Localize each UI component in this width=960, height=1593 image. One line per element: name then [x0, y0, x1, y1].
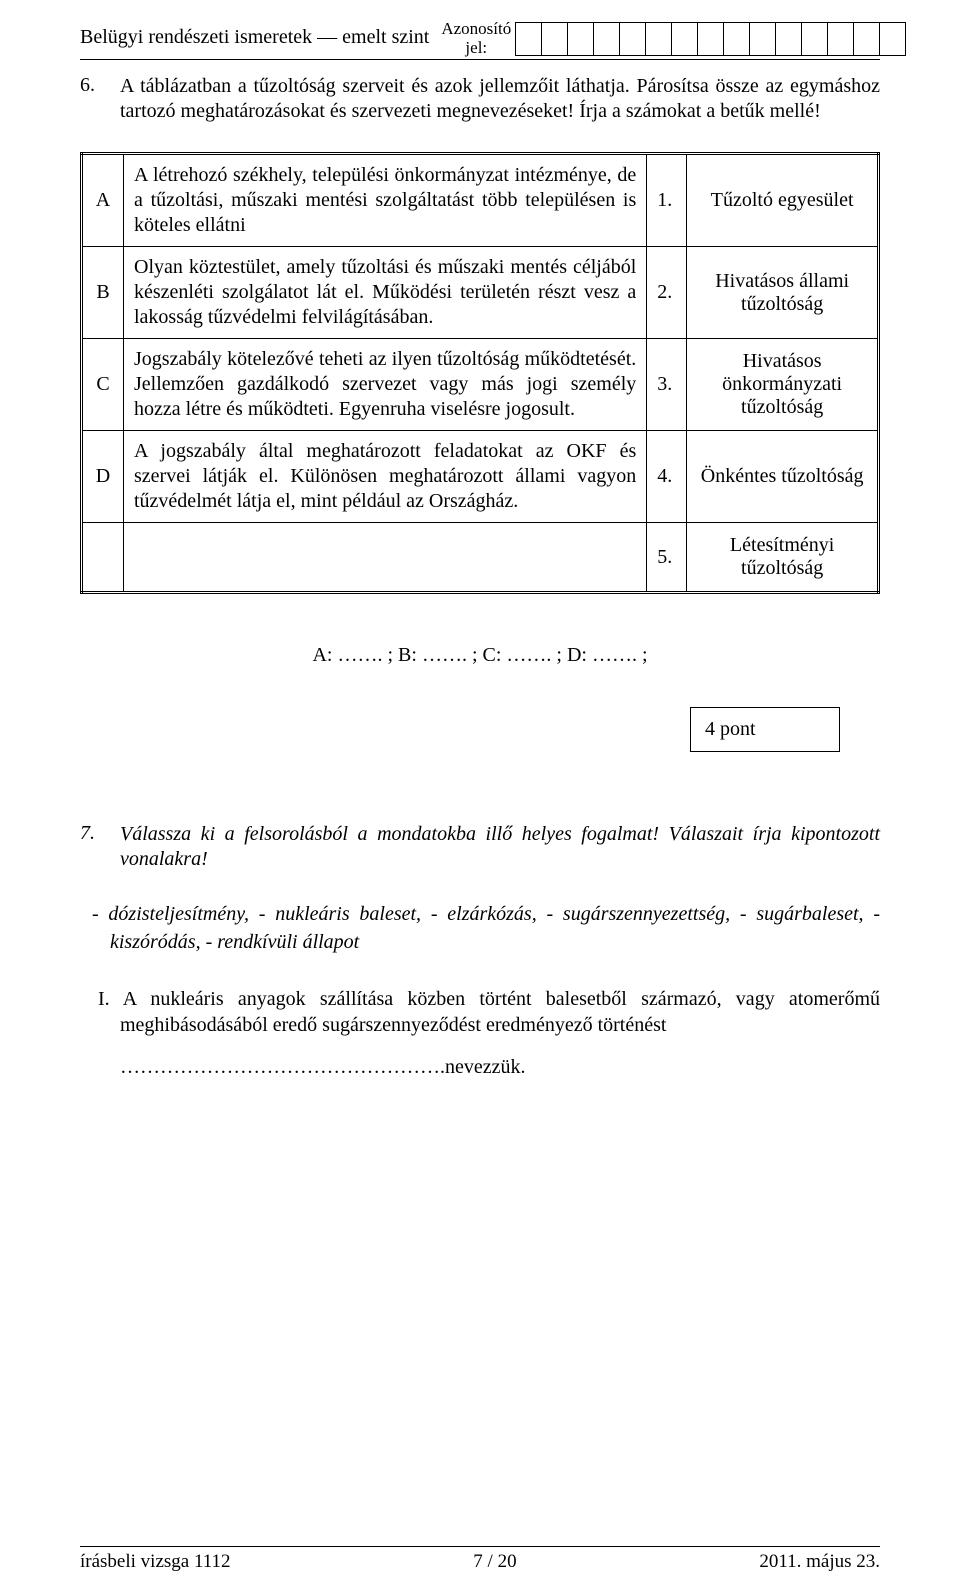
- table-row: D A jogszabály által meghatározott felad…: [82, 431, 879, 523]
- id-cell[interactable]: [697, 22, 724, 56]
- question-number: 6.: [80, 74, 120, 124]
- table-row: A A létrehozó székhely, települési önkor…: [82, 154, 879, 247]
- row-number: 1.: [647, 154, 687, 247]
- id-block: Azonosítójel:: [441, 20, 906, 57]
- sub-question-i: I. A nukleáris anyagok szállítása közben…: [80, 986, 880, 1038]
- id-cell[interactable]: [879, 22, 906, 56]
- subject-title: Belügyi rendészeti ismeretek — emelt szi…: [80, 20, 429, 49]
- row-number: 5.: [647, 523, 687, 593]
- id-cell[interactable]: [723, 22, 750, 56]
- id-label: Azonosítójel:: [441, 20, 515, 57]
- row-letter: [82, 523, 124, 593]
- footer-center: 7 / 20: [473, 1551, 516, 1573]
- row-letter: D: [82, 431, 124, 523]
- id-cell[interactable]: [593, 22, 620, 56]
- question-text: A táblázatban a tűzoltóság szerveit és a…: [120, 74, 880, 124]
- id-cell[interactable]: [749, 22, 776, 56]
- row-name: Hivatásos önkormányzati tűzoltóság: [687, 339, 879, 431]
- page-header: Belügyi rendészeti ismeretek — emelt szi…: [80, 20, 880, 60]
- row-description: A jogszabály által meghatározott feladat…: [124, 431, 647, 523]
- row-letter: B: [82, 247, 124, 339]
- id-cell[interactable]: [619, 22, 646, 56]
- id-cell[interactable]: [515, 22, 542, 56]
- options-list: - dózisteljesítmény, - nukleáris baleset…: [80, 900, 880, 956]
- question-7: 7. Válassza ki a felsorolásból a mondato…: [80, 822, 880, 872]
- question-text: Válassza ki a felsorolásból a mondatokba…: [120, 822, 880, 872]
- row-letter: C: [82, 339, 124, 431]
- id-cell[interactable]: [853, 22, 880, 56]
- table-row: 5. Létesítményi tűzoltóság: [82, 523, 879, 593]
- answer-line: A: ……. ; B: ……. ; C: ……. ; D: ……. ;: [80, 644, 880, 667]
- row-description: A létrehozó székhely, települési önkormá…: [124, 154, 647, 247]
- row-description: Olyan köztestület, amely tűzoltási és mű…: [124, 247, 647, 339]
- row-name: Tűzoltó egyesület: [687, 154, 879, 247]
- id-cell[interactable]: [541, 22, 568, 56]
- page-footer: írásbeli vizsga 1112 7 / 20 2011. május …: [80, 1546, 880, 1573]
- question-number: 7.: [80, 822, 120, 872]
- id-cell[interactable]: [671, 22, 698, 56]
- id-grid: [515, 22, 906, 56]
- row-name: Létesítményi tűzoltóság: [687, 523, 879, 593]
- table-row: C Jogszabály kötelezővé teheti az ilyen …: [82, 339, 879, 431]
- page: Belügyi rendészeti ismeretek — emelt szi…: [0, 0, 960, 1593]
- id-cell[interactable]: [567, 22, 594, 56]
- fill-line: ………………………………………….nevezzük.: [80, 1056, 880, 1079]
- row-number: 2.: [647, 247, 687, 339]
- row-description: Jogszabály kötelezővé teheti az ilyen tű…: [124, 339, 647, 431]
- question-6: 6. A táblázatban a tűzoltóság szerveit é…: [80, 74, 880, 124]
- id-cell[interactable]: [801, 22, 828, 56]
- id-cell[interactable]: [775, 22, 802, 56]
- id-cell[interactable]: [827, 22, 854, 56]
- row-description: [124, 523, 647, 593]
- row-name: Önkéntes tűzoltóság: [687, 431, 879, 523]
- footer-left: írásbeli vizsga 1112: [80, 1551, 231, 1573]
- id-cell[interactable]: [645, 22, 672, 56]
- points-box: 4 pont: [690, 707, 840, 752]
- row-number: 3.: [647, 339, 687, 431]
- table-row: B Olyan köztestület, amely tűzoltási és …: [82, 247, 879, 339]
- footer-right: 2011. május 23.: [759, 1551, 880, 1573]
- row-number: 4.: [647, 431, 687, 523]
- matching-table: A A létrehozó székhely, települési önkor…: [80, 152, 880, 594]
- row-name: Hivatásos állami tűzoltóság: [687, 247, 879, 339]
- row-letter: A: [82, 154, 124, 247]
